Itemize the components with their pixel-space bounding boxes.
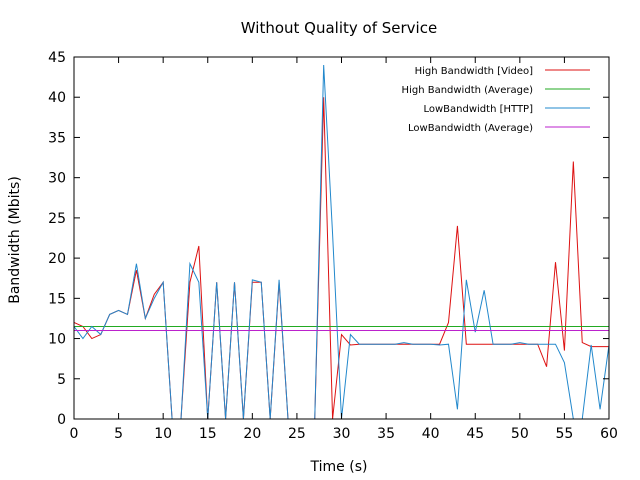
y-tick-label: 25: [48, 211, 66, 227]
y-tick-label: 10: [48, 332, 66, 348]
y-axis-label: Bandwidth (Mbits): [7, 176, 23, 304]
y-tick-label: 0: [57, 412, 66, 428]
y-tick-label: 15: [48, 291, 66, 307]
legend: High Bandwidth [Video] High Bandwidth (Av…: [402, 66, 590, 134]
legend-label-3: LowBandwidth (Average): [408, 123, 533, 134]
x-tick-label: 55: [556, 426, 574, 442]
y-tick-label: 30: [48, 171, 66, 187]
series-line-0: [73, 97, 609, 420]
y-tick-label: 45: [48, 50, 66, 66]
x-tick-label: 40: [422, 426, 440, 442]
x-tick-label: 50: [511, 426, 529, 442]
x-tick-label: 5: [114, 426, 123, 442]
x-tick-label: 20: [243, 426, 261, 442]
legend-label-2: LowBandwidth [HTTP]: [423, 104, 533, 115]
x-tick-label: 45: [466, 426, 484, 442]
x-tick-label: 10: [154, 426, 172, 442]
x-tick-label: 0: [70, 426, 79, 442]
legend-label-1: High Bandwidth (Average): [402, 85, 534, 96]
y-tick-label: 20: [48, 251, 66, 267]
y-tick-label: 35: [48, 130, 66, 146]
x-tick-label: 15: [199, 426, 217, 442]
x-tick-label: 30: [333, 426, 351, 442]
series-line-2: [73, 65, 610, 420]
x-tick-label: 25: [288, 426, 306, 442]
y-tick-label: 40: [48, 90, 66, 106]
x-axis-label: Time (s): [310, 459, 368, 475]
legend-label-0: High Bandwidth [Video]: [415, 66, 533, 77]
x-tick-label: 35: [377, 426, 395, 442]
chart-title: Without Quality of Service: [241, 19, 437, 37]
x-tick-label: 60: [600, 426, 618, 442]
y-tick-label: 5: [57, 372, 66, 388]
